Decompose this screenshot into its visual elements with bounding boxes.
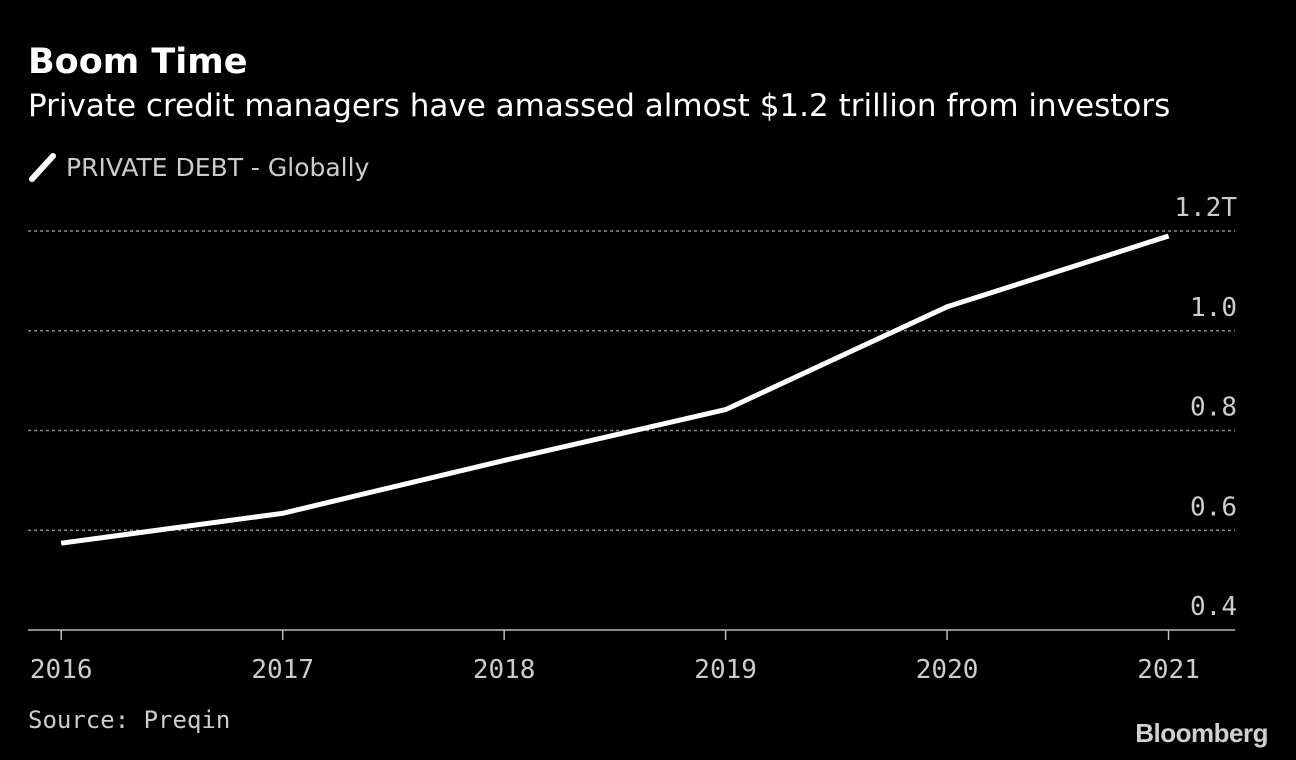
x-tick-label: 2018 <box>473 655 536 685</box>
x-tick-label: 2019 <box>694 655 757 685</box>
bloomberg-logo: Bloomberg <box>1135 718 1268 748</box>
y-tick-label: 0.8 <box>1190 393 1237 423</box>
y-tick-label: 0.4 <box>1190 592 1237 622</box>
x-axis <box>28 629 1235 640</box>
chart-title: Boom Time <box>28 42 248 82</box>
series-layer <box>60 233 1170 546</box>
legend-line-icon <box>29 153 56 182</box>
legend: PRIVATE DEBT - Globally <box>28 150 369 184</box>
y-tick-label: 1.0 <box>1190 293 1237 323</box>
grid-layer <box>28 230 1235 531</box>
x-tick-label: 2016 <box>30 655 93 685</box>
legend-label: PRIVATE DEBT - Globally <box>66 152 370 182</box>
series-line-private-debt <box>60 233 1170 546</box>
source-note: Source: Preqin <box>28 706 231 734</box>
y-tick-label: 0.6 <box>1190 492 1237 522</box>
y-tick-label: 1.2T <box>1174 193 1237 223</box>
chart-subtitle: Private credit managers have amassed alm… <box>28 88 1171 124</box>
x-tick-label: 2020 <box>916 655 979 685</box>
x-tick-label: 2017 <box>251 655 314 685</box>
x-tick-label: 2021 <box>1137 655 1200 685</box>
tick-labels: 0.4 0.6 0.8 1.0 1.2T 2016 2017 2018 2019 2020 2021 <box>30 193 1237 685</box>
